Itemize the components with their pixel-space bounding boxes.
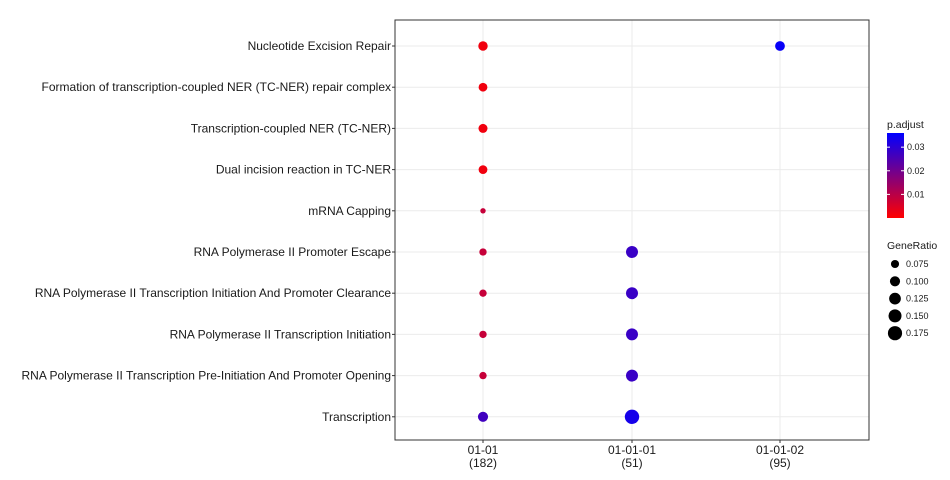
x-tick-count: (182) xyxy=(469,456,497,470)
y-tick-label: RNA Polymerase II Transcription Pre-Init… xyxy=(21,369,391,383)
y-tick-label: RNA Polymerase II Promoter Escape xyxy=(194,245,392,259)
size-legend-label: 0.075 xyxy=(906,259,929,269)
size-legend-label: 0.100 xyxy=(906,276,929,286)
y-tick-label: mRNA Capping xyxy=(308,204,391,218)
data-point xyxy=(477,411,489,422)
y-tick-label: Transcription-coupled NER (TC-NER) xyxy=(191,121,391,135)
data-point xyxy=(478,82,488,92)
data-point xyxy=(775,41,785,51)
data-point xyxy=(626,369,638,382)
data-point xyxy=(626,328,638,341)
data-point xyxy=(479,371,487,380)
data-point xyxy=(626,287,638,300)
y-tick-label: Formation of transcription-coupled NER (… xyxy=(42,80,391,94)
data-point xyxy=(479,248,487,256)
data-point xyxy=(624,409,640,424)
y-tick-label: Nucleotide Excision Repair xyxy=(248,39,391,53)
data-point xyxy=(479,289,487,297)
size-legend-key xyxy=(889,276,901,287)
data-point xyxy=(478,123,488,133)
data-point xyxy=(626,246,638,258)
data-point xyxy=(478,165,488,174)
y-tick-label: Transcription xyxy=(322,410,391,424)
color-legend-bar xyxy=(887,133,904,218)
color-legend-label: 0.01 xyxy=(907,189,925,199)
color-legend-label: 0.02 xyxy=(907,166,925,176)
color-legend-label: 0.03 xyxy=(907,142,925,152)
color-legend-title: p.adjust xyxy=(887,119,924,131)
size-legend-key xyxy=(888,309,902,323)
size-legend-key xyxy=(889,292,901,305)
size-legend-label: 0.150 xyxy=(906,311,929,321)
size-legend-title: GeneRatio xyxy=(887,240,937,252)
x-tick-label: 01-01-01 xyxy=(608,443,656,457)
size-legend-label: 0.175 xyxy=(906,328,929,338)
size-legend-label: 0.125 xyxy=(906,294,929,304)
x-tick-label: 01-01 xyxy=(468,443,499,457)
data-point xyxy=(478,41,488,51)
data-point xyxy=(480,208,486,214)
size-legend-key xyxy=(887,326,903,341)
y-tick-label: Dual incision reaction in TC-NER xyxy=(216,163,392,177)
x-tick-count: (95) xyxy=(769,456,790,470)
y-tick-label: RNA Polymerase II Transcription Initiati… xyxy=(35,286,391,300)
size-legend-key xyxy=(890,259,900,269)
data-point xyxy=(479,330,487,339)
x-tick-count: (51) xyxy=(621,456,642,470)
y-tick-label: RNA Polymerase II Transcription Initiati… xyxy=(170,327,391,341)
x-tick-label: 01-01-02 xyxy=(756,443,804,457)
